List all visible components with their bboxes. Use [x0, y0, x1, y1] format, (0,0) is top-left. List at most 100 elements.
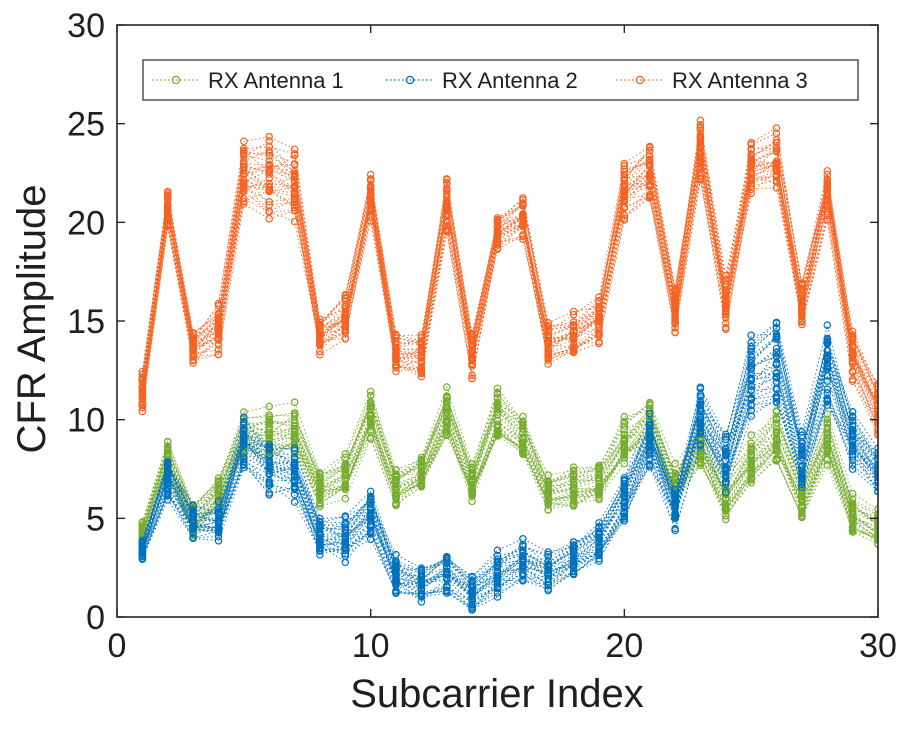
data-point — [519, 412, 527, 421]
x-tick-label: 10 — [352, 627, 390, 665]
data-point — [747, 456, 756, 465]
data-point — [544, 477, 553, 485]
data-point — [214, 474, 223, 483]
data-point — [290, 424, 299, 433]
data-point — [671, 459, 679, 468]
data-point — [442, 403, 451, 411]
data-point — [316, 489, 324, 497]
data-point — [341, 464, 350, 473]
data-point — [848, 528, 857, 536]
series-trace — [141, 406, 878, 536]
data-point — [468, 497, 476, 506]
data-point — [569, 463, 578, 472]
data-point — [442, 415, 451, 424]
data-point — [493, 384, 502, 393]
data-point — [569, 475, 578, 483]
series-trace — [141, 420, 878, 539]
data-point — [721, 494, 730, 503]
data-point — [823, 425, 832, 433]
y-tick-label: 25 — [67, 106, 105, 144]
data-point — [519, 424, 527, 433]
data-point — [696, 459, 705, 468]
data-point — [772, 445, 781, 454]
data-point — [366, 405, 375, 413]
data-point — [417, 468, 426, 477]
data-point — [772, 427, 781, 436]
series-trace — [141, 403, 878, 526]
data-point — [747, 453, 756, 462]
series-trace — [141, 393, 878, 525]
data-point — [366, 419, 375, 428]
data-point — [569, 466, 578, 475]
data-point — [747, 475, 756, 484]
y-axis-label: CFR Amplitude — [10, 185, 54, 454]
data-point — [772, 425, 781, 434]
series-trace — [141, 395, 878, 528]
data-point — [569, 502, 578, 510]
data-point — [848, 489, 857, 498]
series-trace — [141, 387, 878, 527]
data-point — [163, 445, 172, 454]
legend-label: RX Antenna 3 — [672, 68, 808, 93]
data-point — [138, 519, 147, 527]
data-point — [392, 501, 400, 510]
data-point — [645, 404, 654, 413]
legend: RX Antenna 1 RX Antenna 2 RX Antenna 3 — [142, 59, 859, 101]
data-point — [392, 470, 400, 479]
data-point — [595, 477, 603, 486]
series-trace — [141, 357, 878, 591]
data-point — [595, 480, 603, 489]
data-point — [290, 409, 299, 417]
data-point — [316, 478, 324, 486]
x-tick-label: 30 — [859, 627, 897, 665]
data-point — [265, 428, 274, 437]
x-tick-label: 20 — [605, 627, 643, 665]
series-trace — [141, 426, 878, 541]
data-point — [468, 475, 476, 484]
data-point — [392, 485, 400, 494]
series-trace — [141, 394, 878, 530]
data-point — [493, 423, 502, 432]
series-trace — [141, 400, 878, 531]
data-point — [468, 471, 476, 479]
data-point — [595, 488, 603, 496]
data-point — [265, 402, 274, 411]
data-point — [341, 482, 350, 491]
data-point — [493, 431, 502, 439]
data-point — [620, 417, 629, 426]
data-point — [341, 461, 350, 469]
data-point — [265, 413, 274, 421]
data-point — [595, 495, 603, 504]
y-tick-label: 0 — [86, 599, 105, 637]
series-trace — [141, 422, 878, 539]
data-point — [366, 434, 375, 443]
data-point — [392, 490, 400, 499]
data-point — [544, 498, 553, 507]
series-trace — [141, 422, 878, 542]
data-point — [366, 416, 375, 425]
series-trace — [141, 407, 878, 533]
series-trace — [141, 418, 878, 542]
data-point — [823, 448, 832, 456]
data-point — [747, 468, 756, 477]
data-point — [747, 466, 756, 474]
data-point — [848, 500, 857, 509]
x-tick-label: 0 — [108, 627, 127, 665]
data-point — [544, 487, 553, 496]
data-point — [442, 383, 451, 391]
data-point — [442, 392, 451, 400]
series-2 — [138, 318, 878, 614]
data-point — [442, 431, 451, 440]
data-point — [645, 400, 654, 408]
data-point — [341, 494, 350, 503]
data-point — [772, 415, 781, 424]
data-point — [848, 503, 857, 512]
y-tick-label: 20 — [67, 204, 105, 242]
data-point — [316, 502, 324, 511]
data-point — [366, 403, 375, 411]
data-point — [290, 428, 299, 437]
data-point — [823, 461, 832, 469]
data-point — [772, 456, 781, 465]
data-point — [214, 484, 223, 493]
